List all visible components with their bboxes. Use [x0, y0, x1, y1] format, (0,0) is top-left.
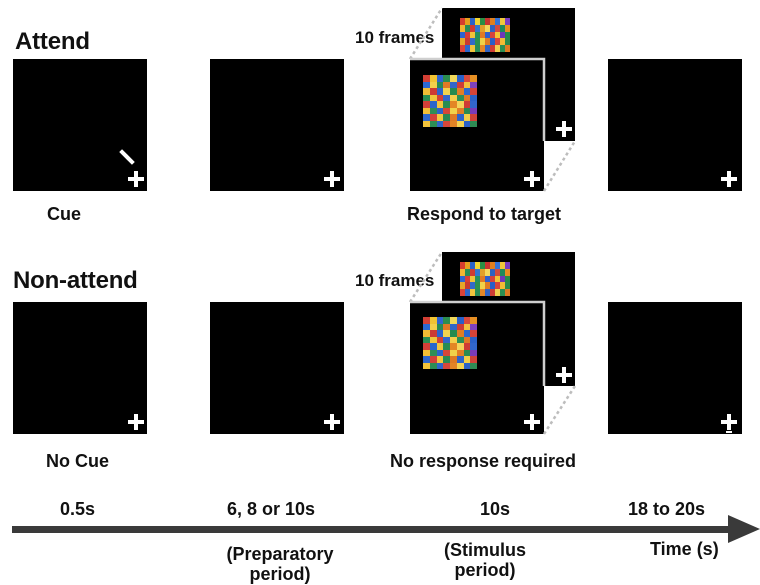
attend-cue-label: Cue [47, 204, 82, 224]
stimulus-image [423, 317, 477, 369]
timeline-bar [12, 526, 732, 533]
time-axis-label: Time (s) [650, 539, 719, 559]
timeline-label-t1: 0.5s [60, 499, 96, 519]
attend-stimulus-side-panel [544, 59, 575, 141]
non-attend-stimulus-front-frame [410, 302, 544, 434]
attend-title: Attend [15, 28, 90, 55]
fixation-cross-icon [524, 171, 540, 187]
non-attend-response-label: No response required [390, 451, 577, 471]
fixation-cross-icon [721, 171, 737, 187]
guide-line [542, 140, 577, 192]
non-attend-stimulus-side-panel [544, 302, 575, 386]
fixation-cross-icon [556, 121, 572, 137]
timeline-label-t3: 10s [480, 499, 511, 519]
attend-cue-frame [13, 59, 147, 191]
fixation-cross-icon [721, 414, 737, 430]
fixation-cross-icon [128, 414, 144, 430]
stimulus-image-back [460, 262, 510, 296]
non-attend-cue-frame [13, 302, 147, 434]
attend-response-label: Respond to target [407, 204, 562, 224]
stimulus-image [423, 75, 477, 127]
non-attend-post-frame [608, 302, 742, 434]
stimulus-note: (Stimulus period) [443, 540, 526, 580]
timeline-label-t4: 18 to 20s [628, 499, 706, 519]
attend-stimulus-front-frame [410, 59, 544, 191]
fixation-cross-icon [556, 367, 572, 383]
attend-post-frame [608, 59, 742, 191]
dot-icon [726, 431, 732, 433]
cue-mark-icon [119, 149, 135, 165]
stimulus-image-back [460, 18, 510, 52]
fixation-cross-icon [128, 171, 144, 187]
preparatory-note: (Preparatory period) [226, 544, 334, 584]
timeline-label-t2: 6, 8 or 10s [227, 499, 316, 519]
attend-frames-label: 10 frames [355, 28, 435, 47]
fixation-cross-icon [324, 414, 340, 430]
guide-line [542, 385, 577, 435]
arrow-right-icon [728, 515, 760, 543]
non-attend-title: Non-attend [13, 267, 138, 294]
non-attend-frames-label: 10 frames [355, 271, 435, 290]
timeline: 0.5s 6, 8 or 10s 10s 18 to 20s [0, 499, 760, 555]
attend-preparatory-frame [210, 59, 344, 191]
non-attend-preparatory-frame [210, 302, 344, 434]
non-attend-cue-label: No Cue [46, 451, 109, 471]
fixation-cross-icon [524, 414, 540, 430]
fixation-cross-icon [324, 171, 340, 187]
